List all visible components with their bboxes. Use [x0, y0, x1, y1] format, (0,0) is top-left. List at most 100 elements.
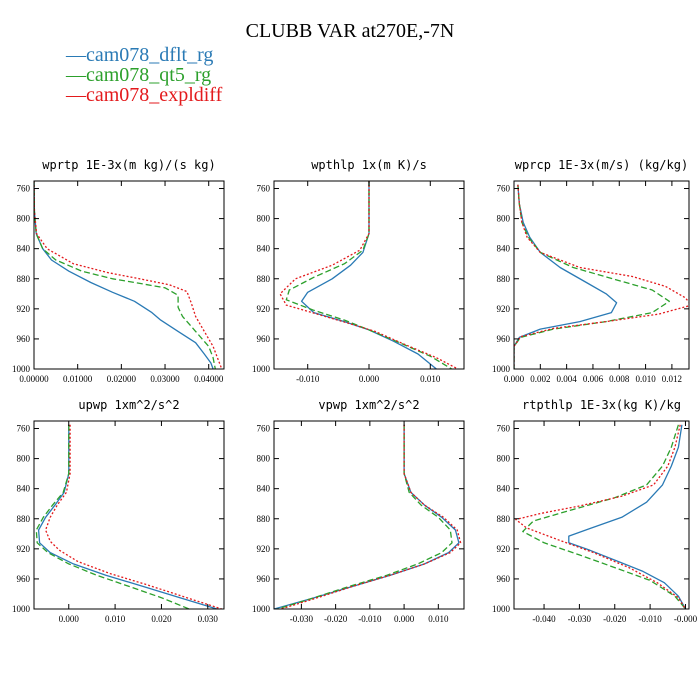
- legend-line-icon: —: [66, 64, 86, 86]
- y-tick-label: 1000: [12, 604, 31, 614]
- y-tick-label: 800: [257, 214, 271, 224]
- panel-frame: [513, 420, 690, 610]
- y-tick-label: 1000: [252, 364, 271, 374]
- x-tick-label: 0.010: [428, 614, 449, 624]
- y-tick-label: 760: [257, 424, 271, 434]
- y-tick-label: 920: [257, 544, 271, 554]
- y-tick-label: 880: [17, 514, 31, 524]
- y-tick-label: 920: [497, 304, 511, 314]
- y-tick-label: 760: [497, 424, 511, 434]
- y-tick-label: 920: [17, 304, 31, 314]
- y-tick-label: 1000: [252, 604, 271, 614]
- chart-title: CLUBB VAR at270E,-7N: [245, 20, 455, 42]
- x-tick-label: 0.030: [198, 614, 219, 624]
- panel-title: wprtp 1E-3x(m kg)/(s kg): [42, 158, 215, 172]
- y-tick-label: 880: [497, 274, 511, 284]
- series-line: [34, 181, 216, 369]
- chart-panel: wpthlp 1x(m K)/s 760 800 840 880 920 960 1000 -0…: [252, 158, 465, 384]
- y-tick-label: 920: [497, 544, 511, 554]
- series-line: [514, 184, 689, 369]
- x-tick-label: 0.008: [609, 374, 630, 384]
- legend-label: cam078_expldiff: [86, 84, 223, 106]
- panel-title: wpthlp 1x(m K)/s: [311, 158, 427, 172]
- y-tick-label: 760: [257, 184, 271, 194]
- x-tick-label: -0.030: [568, 614, 592, 624]
- y-tick-label: 1000: [492, 604, 511, 614]
- series-line: [44, 424, 222, 609]
- y-tick-label: 840: [257, 484, 271, 494]
- series-line: [279, 181, 459, 369]
- x-tick-label: -0.000: [674, 614, 698, 624]
- y-tick-label: 800: [17, 214, 31, 224]
- series-line: [277, 424, 453, 609]
- series-line: [34, 181, 223, 369]
- x-tick-label: 0.000: [359, 374, 380, 384]
- series-line: [37, 424, 218, 609]
- y-tick-label: 760: [17, 424, 31, 434]
- x-tick-label: 0.04000: [194, 374, 224, 384]
- legend-line-icon: —: [66, 84, 86, 106]
- y-tick-label: 800: [257, 454, 271, 464]
- series-line: [274, 424, 460, 609]
- y-tick-label: 960: [257, 574, 271, 584]
- series-line: [514, 184, 670, 369]
- x-tick-label: 0.00000: [19, 374, 49, 384]
- y-tick-label: 840: [497, 484, 511, 494]
- series-line: [35, 424, 190, 609]
- chart-panel: rtpthlp 1E-3x(kg K)/kg 760 800 840 880 920 960…: [492, 398, 698, 624]
- y-tick-label: 840: [17, 244, 31, 254]
- legend-line-icon: —: [66, 44, 86, 66]
- chart-panel: upwp 1xm^2/s^2 760 800 840 880 920 960 1000 0.00…: [12, 398, 225, 624]
- panel-title: rtpthlp 1E-3x(kg K)/kg: [522, 398, 681, 412]
- legend-item-dflt: —cam078_dflt_rg: [66, 45, 222, 65]
- y-tick-label: 840: [17, 484, 31, 494]
- x-tick-label: -0.010: [638, 614, 662, 624]
- y-tick-label: 960: [497, 574, 511, 584]
- x-tick-label: 0.01000: [63, 374, 93, 384]
- panel-frame: [33, 180, 225, 370]
- x-tick-label: -0.010: [358, 614, 382, 624]
- panel-title: upwp 1xm^2/s^2: [78, 398, 179, 412]
- y-tick-label: 960: [17, 574, 31, 584]
- y-tick-label: 880: [257, 514, 271, 524]
- x-tick-label: -0.040: [532, 614, 556, 624]
- panel-frame: [273, 420, 465, 610]
- y-tick-label: 1000: [492, 364, 511, 374]
- series-line: [514, 184, 618, 369]
- series-line: [34, 181, 214, 369]
- series-line: [285, 181, 453, 369]
- x-tick-label: 0.010: [635, 374, 656, 384]
- y-tick-label: 880: [17, 274, 31, 284]
- y-tick-label: 880: [257, 274, 271, 284]
- series-line: [280, 424, 462, 609]
- y-tick-label: 840: [497, 244, 511, 254]
- x-tick-label: 0.012: [662, 374, 682, 384]
- series-group: [35, 424, 222, 609]
- series-group: [514, 184, 689, 369]
- y-tick-label: 920: [257, 304, 271, 314]
- legend-item-expldiff: —cam078_expldiff: [66, 85, 222, 105]
- x-tick-label: 0.03000: [150, 374, 180, 384]
- x-tick-label: 0.000: [59, 614, 80, 624]
- y-tick-label: 960: [17, 334, 31, 344]
- x-tick-label: -0.030: [290, 614, 314, 624]
- series-group: [274, 424, 462, 609]
- series-group: [34, 181, 223, 369]
- series-line: [515, 424, 687, 609]
- series-group: [515, 424, 687, 609]
- y-tick-label: 800: [497, 454, 511, 464]
- chart-panel: wprcp 1E-3x(m/s) (kg/kg) 760 800 840 880 920 9…: [492, 158, 690, 384]
- panel-frame: [33, 420, 225, 610]
- y-tick-label: 760: [17, 184, 31, 194]
- x-tick-label: 0.000: [504, 374, 525, 384]
- y-tick-label: 880: [497, 514, 511, 524]
- x-tick-label: 0.010: [420, 374, 441, 384]
- y-tick-label: 800: [17, 454, 31, 464]
- series-line: [300, 181, 437, 369]
- panel-title: wprcp 1E-3x(m/s) (kg/kg): [515, 158, 688, 172]
- x-tick-label: 0.02000: [107, 374, 137, 384]
- legend-item-qt5: —cam078_qt5_rg: [66, 65, 222, 85]
- x-tick-label: 0.002: [530, 374, 550, 384]
